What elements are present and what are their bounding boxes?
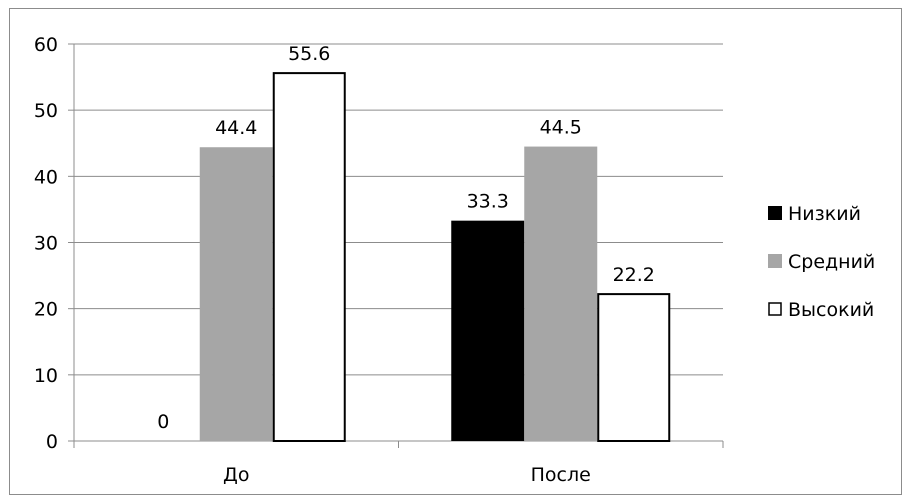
y-tick-label: 30: [34, 233, 58, 255]
y-tick-label: 40: [34, 166, 58, 188]
y-tick-label: 20: [34, 299, 58, 321]
bar: [451, 220, 525, 441]
bar: [524, 146, 598, 441]
data-label: 55.6: [288, 43, 330, 65]
data-label: 44.4: [215, 117, 257, 139]
bars: [199, 72, 671, 442]
legend: Низкий Средний Высокий: [768, 203, 875, 321]
legend-swatch: [768, 302, 782, 316]
y-tick-label: 50: [34, 100, 58, 122]
data-label: 22.2: [613, 264, 655, 286]
legend-label: Низкий: [788, 203, 861, 225]
y-tick-label: 0: [46, 431, 58, 453]
legend-label: Высокий: [788, 299, 874, 321]
legend-swatch: [768, 206, 782, 220]
x-axis-categories: До После: [223, 464, 591, 486]
data-labels: 0 44.4 55.6 33.3 44.5 22.2: [157, 43, 655, 433]
data-label: 33.3: [467, 191, 509, 213]
y-tick-label: 60: [34, 34, 58, 56]
x-category-label: До: [223, 464, 249, 486]
y-axis-ticks: 0 10 20 30 40 50 60: [34, 34, 74, 453]
legend-swatch: [768, 254, 782, 268]
legend-label: Средний: [788, 251, 875, 273]
data-label: 0: [157, 411, 169, 433]
y-tick-label: 10: [34, 365, 58, 387]
x-category-label: После: [531, 464, 591, 486]
bar: [199, 147, 273, 441]
bar: [597, 293, 671, 442]
bar: [272, 72, 346, 442]
data-label: 44.5: [540, 117, 582, 139]
